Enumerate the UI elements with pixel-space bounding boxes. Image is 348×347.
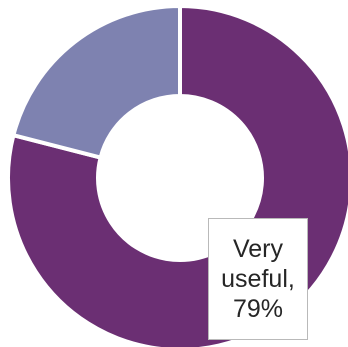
data-label-text: Very useful, 79%: [221, 235, 295, 323]
data-label-very-useful: Very useful, 79%: [208, 218, 308, 340]
donut-slice-1: [10, 3, 182, 161]
